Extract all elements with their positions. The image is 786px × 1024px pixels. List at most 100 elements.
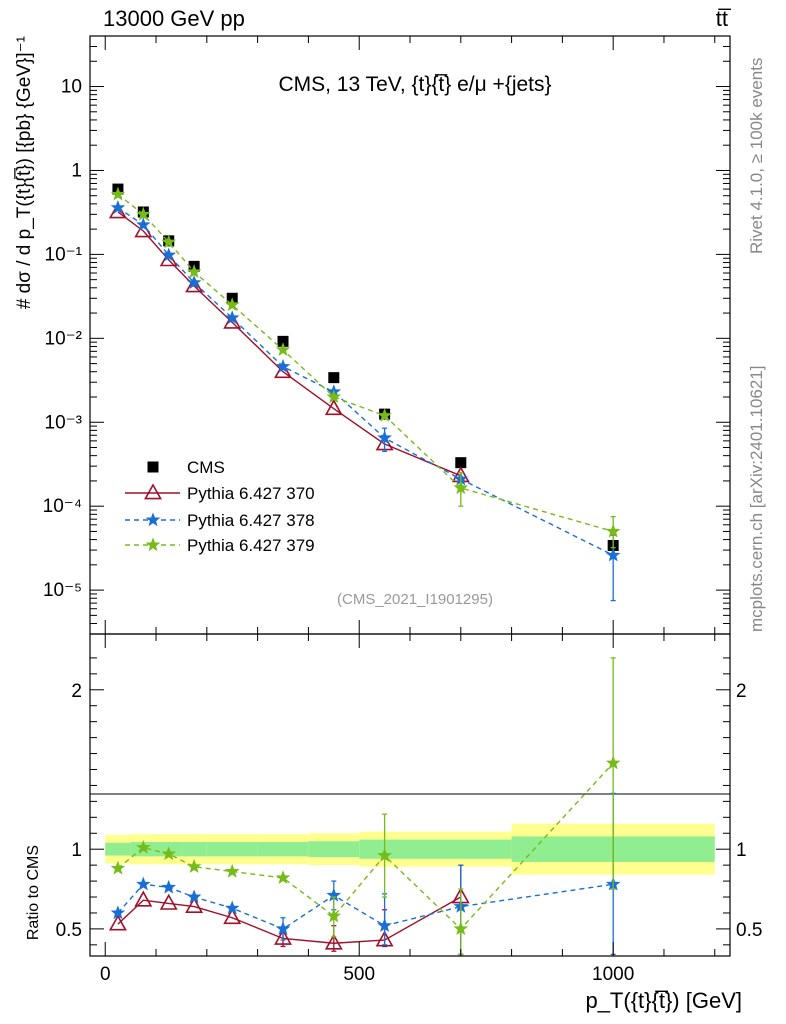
ratio-point-370	[324, 933, 343, 950]
main-axis-ticks: 10 1 10⁻¹ 10⁻² 10⁻³ 10⁻⁴ 10⁻⁵	[43, 35, 730, 635]
y-tick-label: 10⁻³	[45, 412, 83, 433]
ratio-plot-frame	[89, 633, 731, 957]
ratio-y-tick-label: 2	[71, 681, 82, 702]
x-tick-label: 500	[343, 964, 375, 985]
x-axis-label: p_T({t}{t̅}) [GeV]	[585, 988, 742, 1013]
pythia378-point	[224, 310, 240, 325]
ratio-y-tick-label-right: 1	[736, 840, 747, 861]
band-inner	[181, 842, 207, 857]
ratio-point-379	[136, 839, 151, 854]
ratio-point-379	[275, 870, 291, 885]
legend-marker-378	[145, 512, 161, 527]
y-tick-label: 10⁻¹	[45, 244, 83, 265]
cms-point	[328, 372, 340, 384]
side-label-top: Rivet 4.1.0, ≥ 100k events	[747, 58, 766, 254]
main-plot-frame	[89, 35, 731, 635]
ratio-y-tick-label: 1	[71, 840, 82, 861]
pythia379-point	[377, 407, 392, 422]
ratio-line	[117, 762, 614, 930]
legend-marker-cms	[147, 461, 159, 473]
ratio-point-379	[186, 859, 202, 873]
pythia378-point	[605, 547, 621, 562]
ratio-point-379	[224, 863, 240, 878]
ratio-point-370	[185, 896, 204, 914]
pythia370-point	[185, 276, 204, 293]
ratio-point-378	[377, 918, 392, 932]
main-title: CMS, 13 TeV, {t}{t̅} e/μ +{jets}	[278, 73, 551, 96]
ratio-point-378	[136, 876, 151, 891]
ratio-axis-ticks: 0.5 0.5 1 1 2 2 0 500 1000	[56, 634, 762, 985]
ratio-point-378	[275, 921, 291, 936]
pythia379-point	[275, 342, 291, 357]
series-line-1	[117, 211, 462, 477]
band-inner	[105, 842, 131, 856]
ratio-point-379	[161, 846, 177, 861]
pythia378-point	[110, 200, 126, 214]
ratio-y-tick-label: 0.5	[56, 920, 82, 941]
ratio-point-370	[223, 908, 242, 925]
cms-point	[277, 335, 289, 347]
ratio-point-370	[274, 928, 292, 945]
side-label-bottom: mcplots.cern.ch [arXiv:2401.10621]	[747, 366, 766, 632]
y-tick-label: 10⁻⁵	[43, 580, 82, 601]
series-line-2	[117, 207, 614, 556]
ratio-point-379	[110, 860, 126, 875]
x-tick-label: 1000	[592, 964, 634, 985]
band-inner	[257, 842, 309, 857]
header-left: 13000 GeV pp	[103, 6, 245, 31]
ratio-line	[117, 883, 614, 930]
ratio-point-378	[186, 889, 202, 904]
analysis-tag: (CMS_2021_I1901295)	[337, 591, 493, 608]
legend-label: Pythia 6.427 379	[187, 536, 315, 555]
ratio-point-378	[110, 905, 126, 920]
pythia379-point	[161, 234, 176, 249]
main-plot: 10 1 10⁻¹ 10⁻² 10⁻³ 10⁻⁴ 10⁻⁵ CMS, 13 TeV, {t}…	[14, 35, 731, 635]
ratio-y-tick-label-right: 0.5	[736, 920, 762, 941]
legend-label: Pythia 6.427 370	[187, 484, 315, 503]
band-inner	[308, 841, 360, 858]
ratio-point-379	[377, 847, 392, 862]
y-tick-label: 10	[61, 77, 82, 98]
cms-point	[455, 457, 467, 469]
pythia378-point	[377, 430, 392, 445]
band-inner	[410, 839, 512, 859]
legend-marker-379	[145, 537, 161, 552]
x-tick-label: 0	[100, 964, 111, 985]
series-line-3	[117, 193, 614, 533]
legend-label: CMS	[187, 458, 225, 477]
header-right: tt̅	[716, 6, 732, 31]
ratio-point-378	[224, 900, 240, 915]
pythia379-point	[136, 206, 151, 221]
ratio-point-370	[134, 890, 153, 907]
ratio-data-marks	[108, 657, 621, 956]
main-data-marks	[108, 183, 621, 602]
band-inner	[206, 842, 258, 857]
ratio-y-label: Ratio to CMS	[25, 845, 42, 940]
ratio-point-370	[375, 930, 394, 947]
pythia379-point	[186, 264, 202, 279]
ratio-line	[117, 896, 462, 944]
pythia378-point	[275, 358, 291, 373]
ratio-point-379	[453, 921, 469, 936]
ratio-plot: 0.5 0.5 1 1 2 2 0 500 1000 Ratio to CMS p_T({t}{…	[25, 633, 762, 1013]
pythia379-point	[224, 297, 240, 312]
pythia378-point	[136, 217, 151, 232]
ratio-y-tick-label-right: 2	[736, 681, 747, 702]
y-tick-label: 10⁻⁴	[43, 496, 82, 517]
legend-marker-370	[144, 483, 162, 500]
y-tick-label: 10⁻²	[45, 328, 83, 349]
ratio-point-379	[605, 755, 621, 770]
ratio-point-370	[108, 914, 127, 931]
ratio-point-370	[159, 893, 178, 910]
pythia379-point	[110, 186, 126, 201]
pythia379-point	[326, 389, 342, 404]
legend-label: Pythia 6.427 378	[187, 511, 315, 530]
pythia370-point	[324, 399, 343, 416]
pythia378-point	[186, 275, 202, 289]
legend: CMS Pythia 6.427 370 Pythia 6.427 378 Pythi…	[125, 458, 315, 555]
y-axis-label-top: # dσ / d p_T({t}{t̅}) [{pb} {GeV}]⁻¹	[14, 36, 35, 309]
pythia378-point	[161, 247, 176, 262]
y-tick-label: 1	[71, 160, 82, 181]
pythia379-point	[605, 523, 621, 538]
